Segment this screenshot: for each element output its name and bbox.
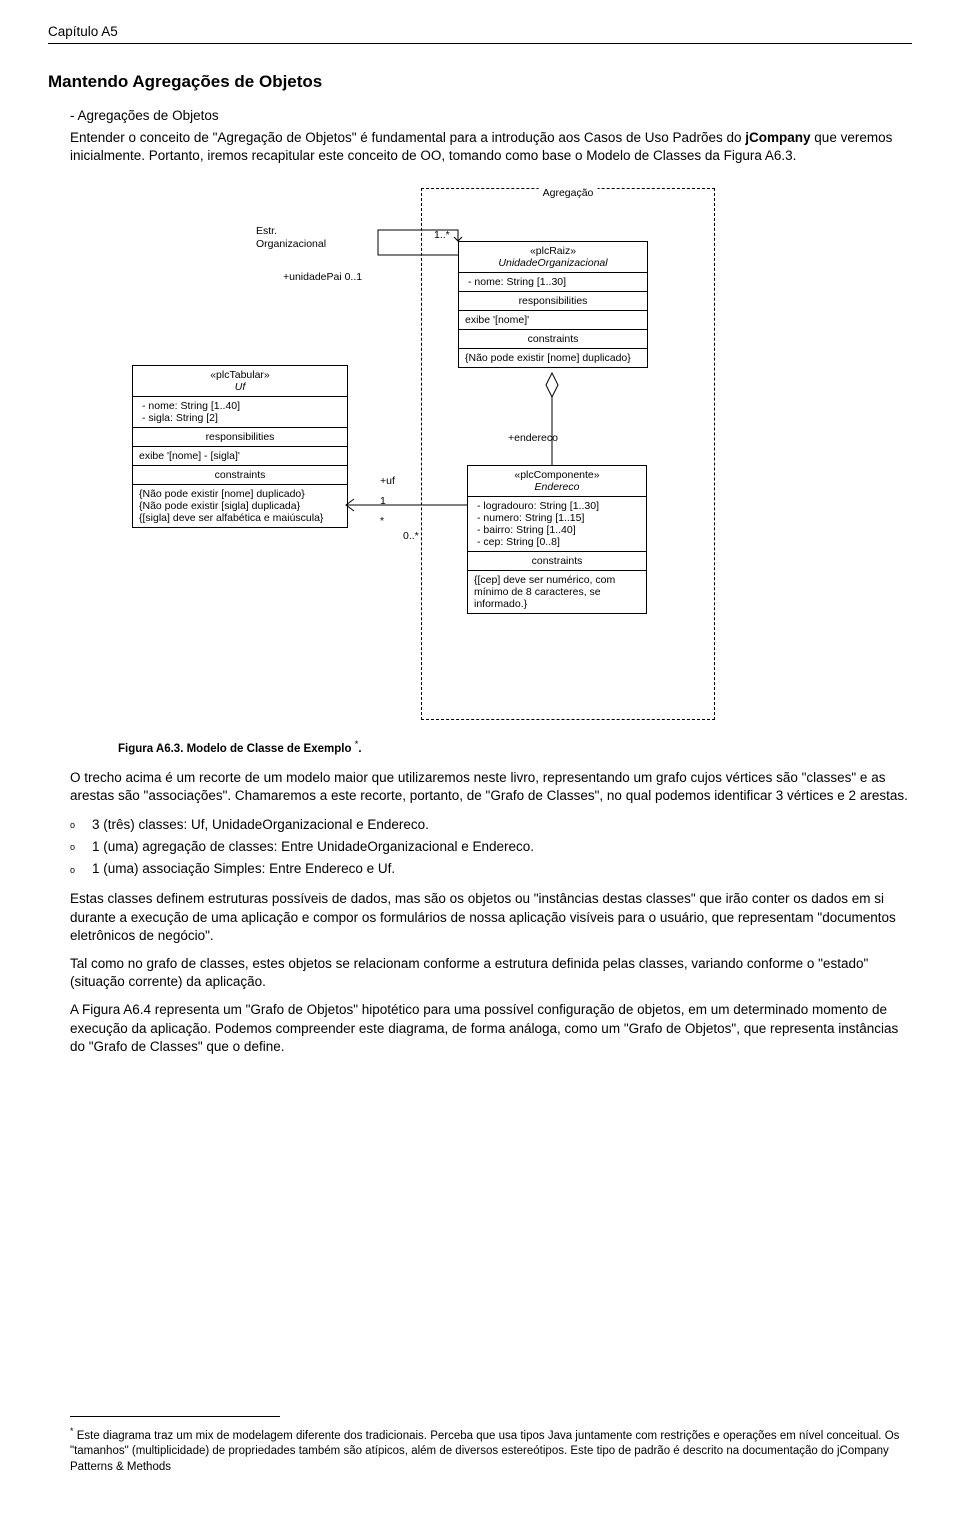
- li-text: 1 (uma) agregação de classes: Entre Unid…: [92, 839, 534, 854]
- uf-resp-header: responsibilities: [133, 428, 347, 447]
- uo-resp: exibe '[nome]': [459, 311, 647, 330]
- top-rule: [48, 43, 912, 44]
- uo-resp-header: responsibilities: [459, 292, 647, 311]
- uf-cons-header: constraints: [133, 466, 347, 485]
- list-item: o3 (três) classes: Uf, UnidadeOrganizaci…: [96, 816, 912, 834]
- star-label: *: [380, 515, 384, 527]
- end-cons-header: constraints: [468, 552, 646, 571]
- end-cons: {[cep] deve ser numérico, com mínimo de …: [468, 571, 646, 613]
- uml-diagram: Agregação «plcRaiz» UnidadeOrganizaciona…: [118, 185, 718, 725]
- uf-name: Uf: [139, 381, 341, 393]
- li-text: 3 (três) classes: Uf, UnidadeOrganizacio…: [92, 817, 429, 832]
- paragraph-3: Estas classes definem estruturas possíve…: [70, 890, 912, 945]
- uf-attr: nome: String [1..40]: [139, 400, 341, 412]
- page-title: Mantendo Agregações de Objetos: [48, 72, 912, 92]
- aggregation-label: Agregação: [539, 187, 598, 199]
- chapter-label: Capítulo A5: [48, 24, 912, 39]
- footnote-text: Este diagrama traz um mix de modelagem d…: [70, 1430, 899, 1473]
- class-uf: «plcTabular» Uf nome: String [1..40] sig…: [132, 365, 348, 528]
- uf-cons: {[sigla] deve ser alfabética e maiúscula…: [139, 512, 341, 524]
- uo-cons: {Não pode existir [nome] duplicado}: [459, 349, 647, 367]
- uo-cons-header: constraints: [459, 330, 647, 349]
- figcap-dot: .: [358, 743, 361, 755]
- intro-text-a: Entender o conceito de "Agregação de Obj…: [70, 130, 745, 145]
- uf-stereotype: «plcTabular»: [139, 369, 341, 381]
- paragraph-4: Tal como no grafo de classes, estes obje…: [70, 955, 912, 991]
- estr-label-2: Organizacional: [256, 238, 326, 250]
- uf-resp: exibe '[nome] - [sigla]': [133, 447, 347, 466]
- end-attr: bairro: String [1..40]: [474, 524, 640, 536]
- class-unidadeorganizacional: «plcRaiz» UnidadeOrganizacional nome: St…: [458, 241, 648, 368]
- end-attr: numero: String [1..15]: [474, 512, 640, 524]
- one-star-label: 1..*: [434, 229, 450, 241]
- end-stereotype: «plcComponente»: [474, 469, 640, 481]
- figure-caption: Figura A6.3. Modelo de Classe de Exemplo…: [118, 739, 912, 755]
- footnote-sup: *: [70, 1426, 74, 1436]
- figcap-text: Figura A6.3. Modelo de Classe de Exemplo: [118, 743, 355, 755]
- paragraph-5: A Figura A6.4 representa um "Grafo de Ob…: [70, 1001, 912, 1056]
- uf-cons: {Não pode existir [nome] duplicado}: [139, 488, 341, 500]
- paragraph-2: O trecho acima é um recorte de um modelo…: [70, 769, 912, 805]
- uo-name: UnidadeOrganizacional: [465, 257, 641, 269]
- footnote-rule: [70, 1416, 280, 1417]
- class-endereco: «plcComponente» Endereco logradouro: Str…: [467, 465, 647, 614]
- bullet-list: o3 (três) classes: Uf, UnidadeOrganizaci…: [70, 816, 912, 879]
- end-attr: cep: String [0..8]: [474, 536, 640, 548]
- end-attr: logradouro: String [1..30]: [474, 500, 640, 512]
- plus-uf-label: +uf: [380, 475, 395, 487]
- zero-star-label: 0..*: [403, 530, 419, 542]
- li-text: 1 (uma) associação Simples: Entre Endere…: [92, 861, 395, 876]
- list-item: o1 (uma) agregação de classes: Entre Uni…: [96, 838, 912, 856]
- unidadepai-label: +unidadePai 0..1: [283, 271, 362, 283]
- plus-endereco-label: +endereco: [508, 432, 558, 444]
- intro-paragraph: Entender o conceito de "Agregação de Obj…: [70, 129, 912, 165]
- uf-attr: sigla: String [2]: [139, 412, 341, 424]
- uo-stereotype: «plcRaiz»: [465, 245, 641, 257]
- one-label: 1: [380, 495, 386, 507]
- footnote: * Este diagrama traz um mix de modelagem…: [70, 1425, 912, 1475]
- end-name: Endereco: [474, 481, 640, 493]
- list-item: o1 (uma) associação Simples: Entre Ender…: [96, 860, 912, 878]
- estr-label-1: Estr.: [256, 225, 277, 237]
- uo-attr: nome: String [1..30]: [465, 276, 641, 288]
- subtitle: - Agregações de Objetos: [70, 108, 912, 123]
- uf-cons: {Não pode existir [sigla] duplicada}: [139, 500, 341, 512]
- intro-text-b: jCompany: [745, 130, 810, 145]
